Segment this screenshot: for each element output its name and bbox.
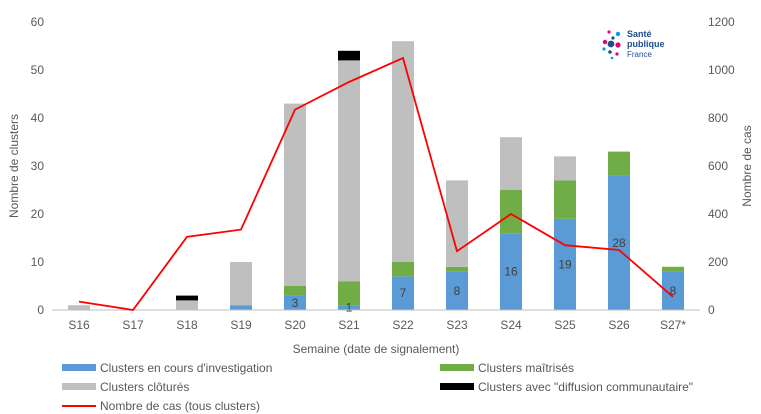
bar-segment-s1-7 (446, 266, 468, 272)
legend-swatch-1 (440, 364, 474, 371)
x-tick-label-7: S23 (446, 318, 468, 332)
legend-label-0: Clusters en cours d'investigation (100, 361, 272, 375)
bar-segment-s3-5 (338, 50, 360, 61)
bar-segment-s0-4 (284, 295, 306, 310)
x-tick-label-2: S18 (176, 318, 198, 332)
logo-dots-icon (602, 30, 621, 60)
legend-label-2: Clusters clôturés (100, 380, 189, 394)
y2-tick-label-0: 0 (708, 303, 715, 317)
x-tick-label-3: S19 (230, 318, 252, 332)
y-tick-label-1: 10 (31, 255, 45, 269)
y-tick-label-6: 60 (31, 15, 45, 29)
legend-layer: Clusters en cours d'investigation Cluster… (62, 361, 693, 413)
bar-segment-s0-6 (392, 276, 414, 310)
x-tick-label-0: S16 (68, 318, 90, 332)
x-axis-title: Semaine (date de signalement) (293, 342, 460, 356)
legend-label-1: Clusters maîtrisés (478, 361, 574, 375)
bar-data-label-10: 28 (612, 236, 626, 250)
santé-publique-france-logo: Santé publique France (602, 29, 665, 60)
y-tick-label-5: 50 (31, 63, 45, 77)
y2-tick-label-3: 600 (708, 159, 728, 173)
logo-line-2: publique (627, 39, 665, 49)
bar-segment-s2-9 (554, 156, 576, 181)
y2-tick-label-5: 1000 (708, 63, 735, 77)
logo-line-3: France (627, 50, 652, 59)
bar-segment-s2-7 (446, 180, 468, 267)
bar-segment-s2-2 (176, 300, 198, 310)
legend-label-3: Clusters avec "diffusion communautaire" (478, 380, 693, 394)
bar-segment-s0-10 (608, 175, 630, 310)
bar-segment-s1-9 (554, 180, 576, 219)
bar-segment-s0-11 (662, 271, 684, 310)
bar-data-label-7: 8 (454, 284, 461, 298)
y-tick-label-2: 20 (31, 207, 45, 221)
y-axis-title: Nombre de clusters (7, 114, 21, 218)
legend-label-4: Nombre de cas (tous clusters) (100, 399, 260, 413)
x-tick-label-5: S21 (338, 318, 360, 332)
bar-data-label-11: 8 (670, 284, 677, 298)
bar-data-label-6: 7 (400, 286, 407, 300)
bar-segment-s1-11 (662, 266, 684, 272)
y-tick-label-0: 0 (37, 303, 44, 317)
bar-data-label-4: 3 (292, 296, 299, 310)
bar-segment-s1-4 (284, 286, 306, 296)
y2-tick-label-1: 200 (708, 255, 728, 269)
series-line-0 (78, 56, 674, 311)
bar-data-label-8: 16 (504, 265, 518, 279)
legend-swatch-2 (62, 383, 96, 390)
x-tick-label-6: S22 (392, 318, 414, 332)
bar-segment-s2-0 (68, 305, 90, 310)
x-tick-label-4: S20 (284, 318, 306, 332)
x-tick-label-9: S25 (554, 318, 576, 332)
bar-segment-s1-6 (392, 262, 414, 277)
line-layer (78, 56, 674, 311)
y-tick-label-3: 30 (31, 159, 45, 173)
x-tick-label-11: S27* (660, 318, 686, 332)
y-tick-label-4: 40 (31, 111, 45, 125)
bar-data-label-5: 1 (346, 301, 353, 315)
bar-segment-s2-3 (230, 262, 252, 306)
bar-segment-s2-5 (338, 60, 360, 282)
bars-layer (68, 41, 684, 310)
y2-axis-title: Nombre de cas (740, 125, 754, 206)
legend-swatch-0 (62, 364, 96, 371)
y2-tick-label-4: 800 (708, 111, 728, 125)
bar-segment-s1-5 (338, 281, 360, 306)
bar-segment-s0-7 (446, 271, 468, 310)
bar-segment-s0-5 (338, 305, 360, 310)
y2-tick-label-2: 400 (708, 207, 728, 221)
x-tick-label-1: S17 (122, 318, 144, 332)
x-tick-label-10: S26 (608, 318, 630, 332)
legend-swatch-3 (440, 383, 474, 390)
bar-labels-layer: 3 1 7 8 16 19 28 8 (292, 236, 677, 315)
bar-segment-s0-8 (500, 233, 522, 310)
bar-segment-s3-2 (176, 295, 198, 301)
bar-segment-s0-3 (230, 305, 252, 310)
bar-data-label-9: 19 (558, 257, 572, 271)
y2-tick-label-6: 1200 (708, 15, 735, 29)
bar-segment-s1-8 (500, 190, 522, 234)
x-tick-label-8: S24 (500, 318, 522, 332)
logo-line-1: Santé (627, 29, 652, 39)
bar-segment-s2-8 (500, 137, 522, 190)
bar-segment-s1-10 (608, 151, 630, 176)
bar-segment-s2-6 (392, 41, 414, 263)
bar-segment-s2-4 (284, 103, 306, 286)
